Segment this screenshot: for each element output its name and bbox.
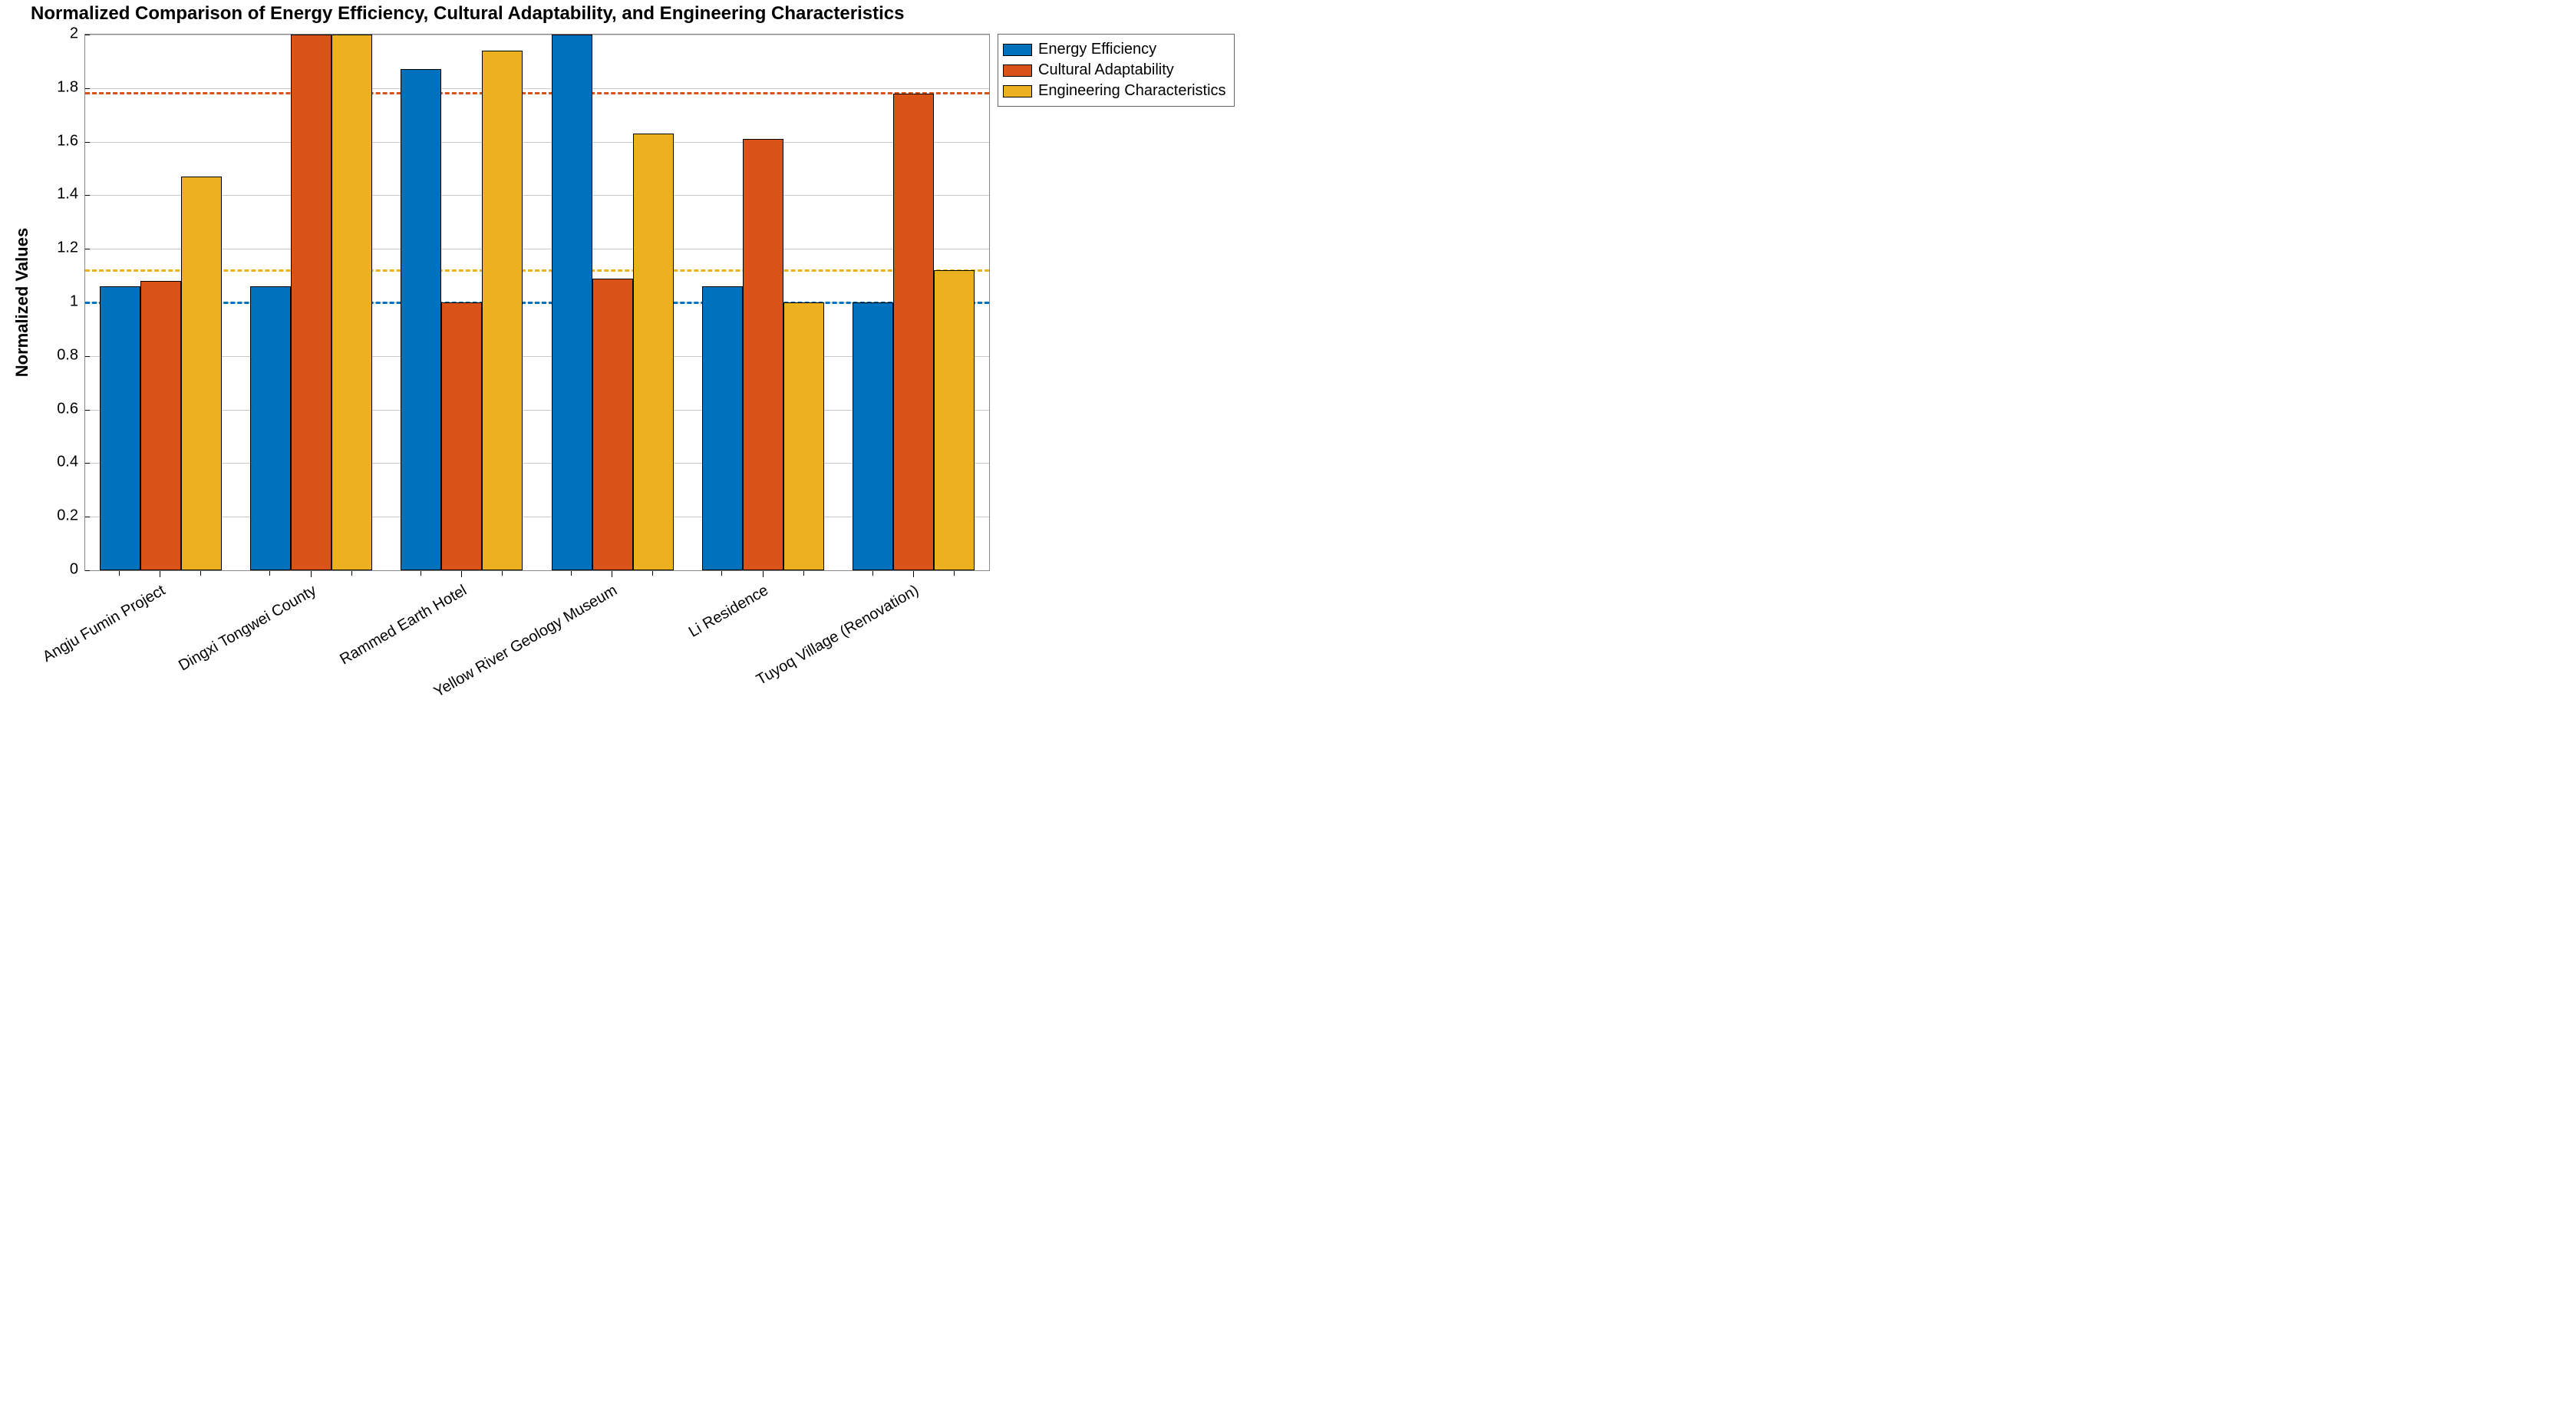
x-subtick-mark [652, 571, 653, 576]
y-tick-label: 2 [32, 25, 78, 43]
y-tick-label: 0 [32, 561, 78, 579]
bar [552, 35, 592, 570]
legend: Energy Efficiency Cultural Adaptability En… [998, 34, 1235, 107]
legend-label: Energy Efficiency [1038, 41, 1156, 58]
x-subtick-mark [502, 571, 503, 576]
bar [441, 302, 482, 570]
legend-item: Cultural Adaptability [1003, 60, 1226, 81]
legend-swatch [1003, 64, 1032, 77]
reference-line [85, 92, 989, 94]
bar [250, 286, 291, 570]
bar [100, 286, 140, 570]
legend-label: Cultural Adaptability [1038, 61, 1174, 79]
plot-area [84, 34, 990, 571]
y-tick-mark [85, 570, 90, 571]
y-tick-mark [85, 88, 90, 89]
x-subtick-mark [461, 571, 462, 576]
x-subtick-mark [954, 571, 955, 576]
x-subtick-mark [721, 571, 722, 576]
bar [702, 286, 743, 570]
bar [893, 94, 934, 570]
chart-title: Normalized Comparison of Energy Efficien… [31, 3, 904, 25]
legend-label: Engineering Characteristics [1038, 82, 1226, 100]
bar [633, 134, 674, 570]
y-tick-label: 0.2 [32, 507, 78, 525]
y-axis-ticks: 00.20.40.60.811.21.41.61.82 [28, 34, 78, 571]
y-tick-mark [85, 356, 90, 357]
y-tick-label: 1.2 [32, 239, 78, 257]
x-tick-label: Angju Fumin Project [40, 582, 168, 666]
y-tick-mark [85, 142, 90, 143]
y-tick-label: 1.4 [32, 186, 78, 203]
bar [934, 270, 975, 570]
y-tick-label: 1 [32, 293, 78, 311]
gridline [85, 88, 989, 89]
x-tick-label: Tuyoq Village (Renovation) [754, 582, 922, 689]
x-subtick-mark [119, 571, 120, 576]
x-subtick-mark [311, 571, 312, 576]
y-tick-mark [85, 410, 90, 411]
legend-item: Energy Efficiency [1003, 39, 1226, 60]
bar [401, 69, 441, 570]
x-tick-label: Dingxi Tongwei County [176, 582, 319, 675]
x-tick-label: Li Residence [685, 582, 771, 642]
bar [291, 35, 331, 570]
x-subtick-mark [763, 571, 764, 576]
y-tick-mark [85, 463, 90, 464]
bar [140, 281, 181, 570]
x-subtick-mark [269, 571, 270, 576]
chart-container: Normalized Comparison of Energy Efficien… [0, 0, 1288, 710]
bar [331, 35, 372, 570]
legend-swatch [1003, 85, 1032, 97]
x-subtick-mark [351, 571, 352, 576]
legend-swatch [1003, 44, 1032, 56]
y-tick-label: 0.6 [32, 400, 78, 418]
y-tick-label: 1.8 [32, 78, 78, 96]
x-subtick-mark [872, 571, 873, 576]
y-tick-label: 0.8 [32, 346, 78, 364]
legend-item: Engineering Characteristics [1003, 81, 1226, 101]
bar [783, 302, 824, 570]
gridline [85, 142, 989, 143]
x-subtick-mark [571, 571, 572, 576]
x-tick-label: Rammed Earth Hotel [337, 582, 470, 669]
y-tick-label: 0.4 [32, 454, 78, 471]
bar [181, 177, 222, 570]
bar [853, 302, 893, 570]
x-subtick-mark [803, 571, 804, 576]
bar [482, 51, 523, 570]
x-subtick-mark [913, 571, 914, 576]
bar [592, 279, 633, 570]
y-tick-mark [85, 195, 90, 196]
x-subtick-mark [200, 571, 201, 576]
bar [743, 139, 783, 570]
y-tick-label: 1.6 [32, 132, 78, 150]
